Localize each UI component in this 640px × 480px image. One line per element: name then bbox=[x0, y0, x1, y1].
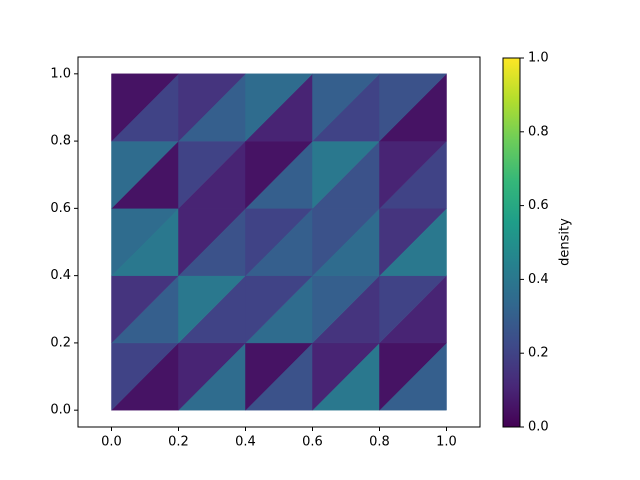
y-tick-label: 0.4 bbox=[50, 268, 71, 283]
axes-frame bbox=[77, 56, 481, 428]
colorbar-tick-label: 0.6 bbox=[528, 198, 549, 213]
x-tick-label: 0.8 bbox=[369, 435, 390, 450]
y-tick-label: 0.8 bbox=[50, 134, 71, 149]
x-tick-label: 0.2 bbox=[168, 435, 189, 450]
triangle bbox=[178, 73, 247, 142]
triangle bbox=[111, 73, 180, 142]
colorbar-tick-label: 0.8 bbox=[528, 124, 549, 139]
triangle bbox=[312, 73, 381, 142]
colorbar-tick-label: 1.0 bbox=[528, 51, 549, 66]
y-tick-label: 0.0 bbox=[50, 403, 71, 418]
triangles bbox=[110, 73, 448, 411]
x-tick-label: 0.0 bbox=[101, 435, 122, 450]
colorbar-tick-label: 0.0 bbox=[528, 420, 549, 435]
y-tick-label: 1.0 bbox=[50, 66, 71, 81]
colorbar-label: density bbox=[558, 218, 573, 266]
colorbar-tick-label: 0.4 bbox=[528, 272, 549, 287]
triangle bbox=[379, 73, 448, 142]
x-tick-label: 0.6 bbox=[302, 435, 323, 450]
triangle bbox=[245, 73, 314, 142]
x-tick-label: 1.0 bbox=[436, 435, 457, 450]
y-tick-label: 0.2 bbox=[50, 335, 71, 350]
colorbar bbox=[502, 57, 521, 428]
y-tick-label: 0.6 bbox=[50, 201, 71, 216]
colorbar-tick-label: 0.2 bbox=[528, 346, 549, 361]
x-tick-label: 0.4 bbox=[235, 435, 256, 450]
